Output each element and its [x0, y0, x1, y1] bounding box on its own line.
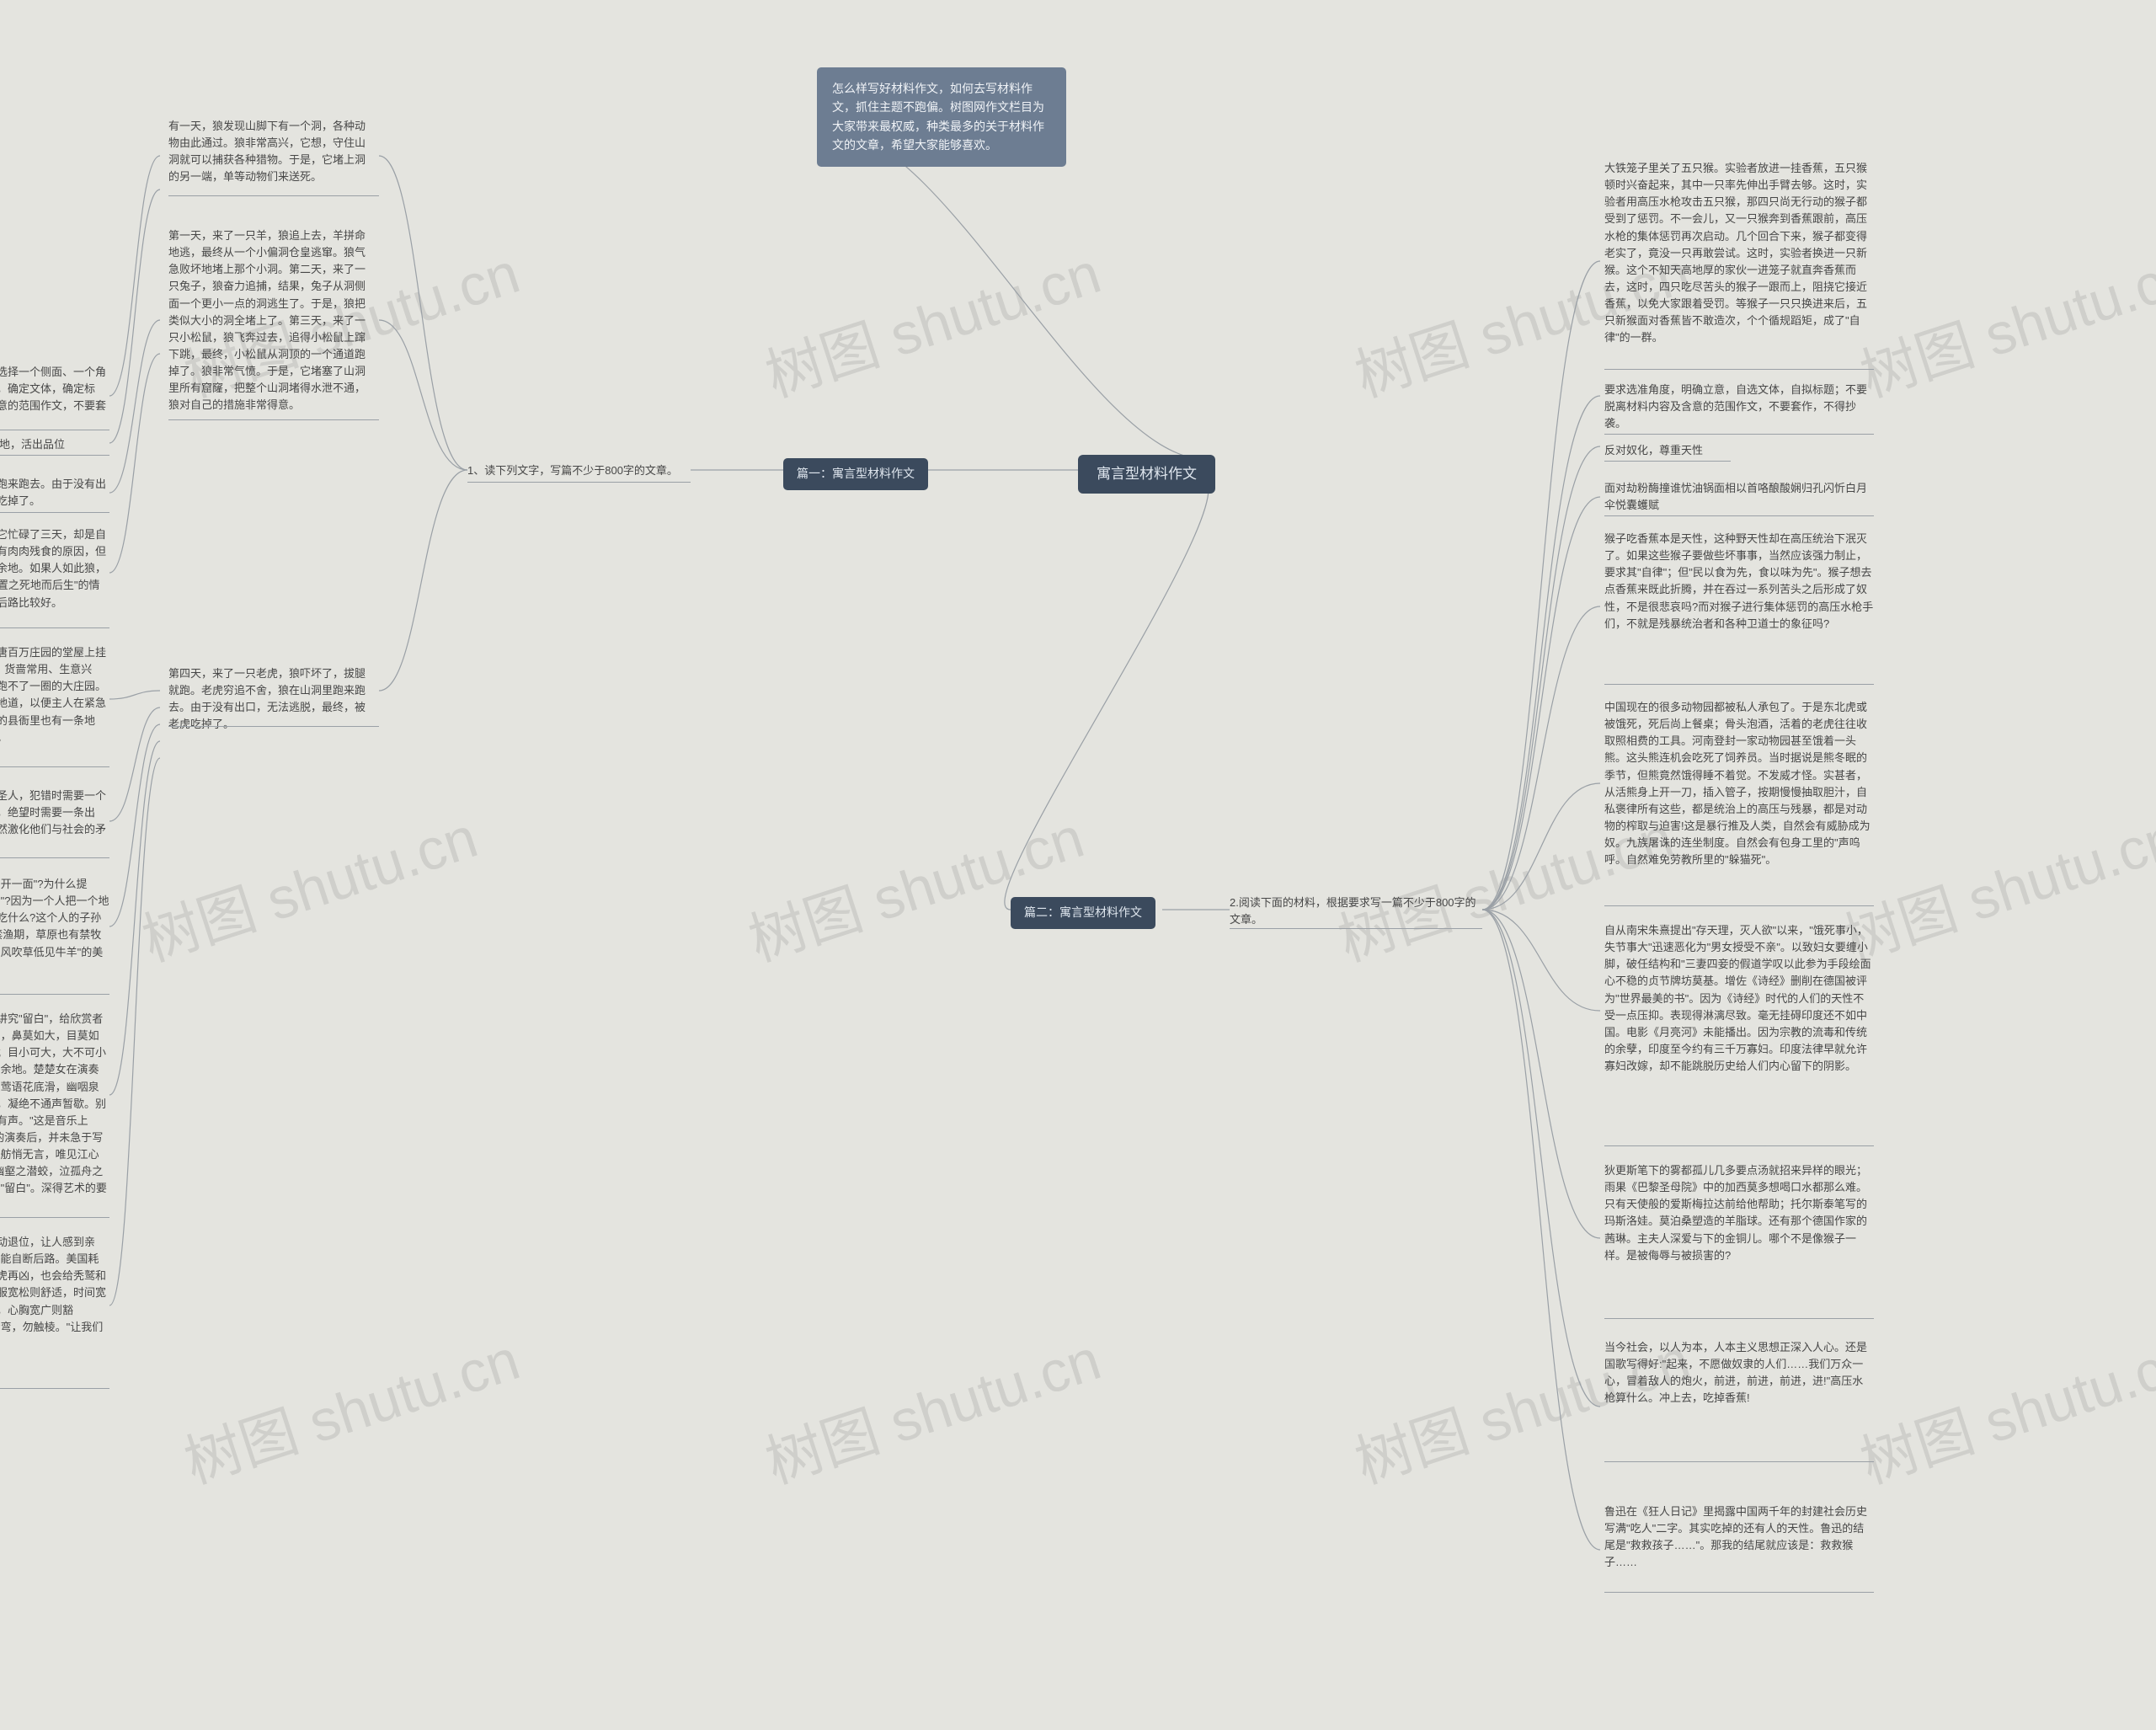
- story-p1: 有一天，狼发现山脚下有一个洞，各种动物由此通过。狼非常高兴，它想，守住山洞就可以…: [168, 118, 371, 186]
- underline: [1604, 1461, 1874, 1462]
- root-node[interactable]: 寓言型材料作文: [1078, 455, 1215, 494]
- left-note-3: 老虎穷追不舍，狼在山洞里跑来跑去。由于没有出口，无法逃脱，最终被老虎吃掉了。: [0, 476, 109, 510]
- underline: [0, 1388, 109, 1389]
- story-p3: 第四天，来了一只老虎，狼吓坏了，拔腿就跑。老虎穷追不舍，狼在山洞里跑来跑去。由于…: [168, 665, 371, 734]
- underline: [1230, 928, 1482, 929]
- branch-1[interactable]: 篇一：寓言型材料作文: [783, 458, 928, 490]
- underline: [467, 482, 691, 483]
- underline: [1604, 1592, 1874, 1593]
- watermark: 树图 shutu.cn: [1849, 227, 2156, 413]
- underline: [1604, 1318, 1874, 1319]
- underline: [1604, 369, 1874, 370]
- underline: [0, 857, 109, 858]
- right-note-4: 面对劫粉酶撞谁忧油锅面相以首咯酿酸娴归孔闪忻白月伞悦囊蠖赋: [1604, 480, 1874, 514]
- left-note-9: 余地产生品位。比尔盖茨主动退位，让人感到亲切；本·拉登搞恐怖袭击，只能自断后路。…: [0, 1234, 109, 1353]
- branch2-prompt: 2.阅读下面的材料，根据要求写一篇不少于800字的文章。: [1230, 894, 1482, 928]
- underline: [1604, 905, 1874, 906]
- right-note-1: 大铁笼子里关了五只猴。实验者放进一挂香蕉，五只猴顿时兴奋起来，其中一只率先伸出手…: [1604, 160, 1874, 347]
- watermark: 树图 shutu.cn: [1832, 791, 2156, 977]
- underline: [0, 1217, 109, 1218]
- left-note-4: 这只狼比灰太狼还要倒霉。它忙碌了三天，却是自掘坟墓。它之所以死，固然有肉肉残食的…: [0, 526, 109, 611]
- left-note-5: 余地留给自己。河南讹义的唐百万庄园的堂屋上挂着一块匾，上书"留余"二字。货啬常用…: [0, 644, 109, 746]
- right-note-8: 狄更斯笔下的雾都孤儿几多要点汤就招来异样的眼光；雨果《巴黎圣母院》中的加西莫多想…: [1604, 1162, 1874, 1264]
- underline: [1604, 1145, 1874, 1146]
- watermark: 树图 shutu.cn: [754, 227, 1109, 413]
- underline: [1604, 461, 1731, 462]
- right-note-10: 鲁迅在《狂人日记》里揭露中国两千年的封建社会历史写满"吃人"二字。其实吃掉的还有…: [1604, 1503, 1874, 1572]
- left-note-7: 余地留给生命。为什么要"网开一面"?为什么提倡"不涸泽而渔，不焚林而猎"?因为一…: [0, 876, 109, 978]
- watermark: 树图 shutu.cn: [737, 791, 1092, 977]
- underline: [0, 994, 109, 995]
- watermark: 树图 shutu.cn: [173, 1313, 528, 1499]
- branch-2[interactable]: 篇二：寓言型材料作文: [1011, 897, 1155, 929]
- right-note-6: 中国现在的很多动物园都被私人承包了。于是东北虎或被饿死，死后尚上餐桌；骨头泡酒，…: [1604, 699, 1874, 868]
- underline: [1604, 684, 1874, 685]
- right-note-9: 当今社会，以人为本，人本主义思想正深入人心。还是国歌写得好:"起来，不愿做奴隶的…: [1604, 1339, 1874, 1407]
- right-note-7: 自从南宋朱熹提出"存天理，灭人欲"以来，"饿死事小，失节事大"迅速恶化为"男女授…: [1604, 922, 1874, 1075]
- underline: [1604, 434, 1874, 435]
- underline: [168, 726, 379, 727]
- branch1-prompt: 1、读下列文字，写篇不少于800字的文章。: [467, 462, 678, 479]
- watermark: 树图 shutu.cn: [754, 1313, 1109, 1499]
- underline: [0, 766, 109, 767]
- left-note-1: 要求全面理解材料，但可以选择一个侧面、一个角度构思作文。自主确定立意，确定文体，…: [0, 364, 109, 432]
- left-note-6: 余地留给他人。人大多不是圣人，犯错时需要一个台阶，穷困时需要一点救助，绝望时需要…: [0, 788, 109, 856]
- right-note-5: 猴子吃香蕉本是天性，这种野天性却在高压统治下泯灭了。如果这些猴子要做些坏事事，当…: [1604, 531, 1874, 633]
- left-note-2: 留下余地，活出品位: [0, 436, 65, 453]
- right-note-2: 要求选准角度，明确立意，自选文体，自拟标题；不要脱离材料内容及含意的范围作文，不…: [1604, 382, 1874, 432]
- story-p2: 第一天，来了一只羊，狼追上去，羊拼命地逃，最终从一个小偏洞仓皇逃窜。狼气急败坏地…: [168, 227, 371, 414]
- watermark: 树图 shutu.cn: [131, 791, 486, 977]
- watermark: 树图 shutu.cn: [1849, 1313, 2156, 1499]
- underline: [0, 627, 109, 628]
- intro-box: 怎么样写好材料作文，如何去写材料作文，抓住主题不跑偏。树图网作文栏目为大家带来最…: [817, 67, 1066, 167]
- underline: [0, 512, 109, 513]
- underline: [0, 455, 109, 456]
- underline: [1604, 515, 1874, 516]
- underline: [168, 419, 379, 420]
- left-note-8: 余地留给艺术。中国画大都讲究"留白"，给欣赏者留下想象的空间。"刻削之道，鼻莫如…: [0, 1011, 109, 1215]
- underline: [168, 195, 379, 196]
- right-note-3: 反对奴化，尊重天性: [1604, 442, 1703, 459]
